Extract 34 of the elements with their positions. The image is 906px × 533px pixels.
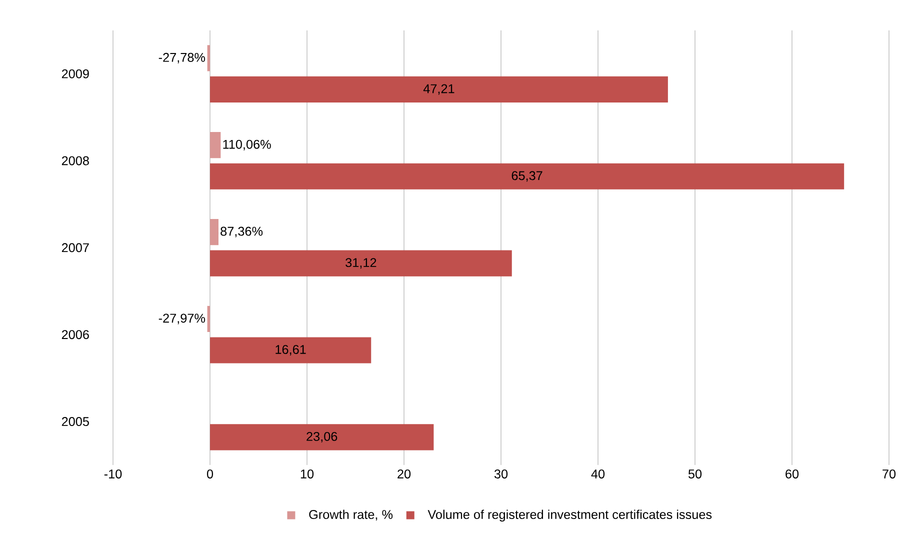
x-tick-label: 70	[882, 469, 896, 478]
x-tick-label: 60	[786, 469, 799, 478]
bar	[210, 424, 434, 450]
bar	[210, 132, 221, 158]
data-label: 31,12	[346, 258, 376, 269]
bar	[207, 45, 210, 72]
legend-label: Growth rate, %	[309, 510, 393, 521]
x-tick-label: 30	[494, 469, 508, 478]
data-label: 16,61	[276, 345, 306, 356]
data-label: 110,06%	[223, 140, 271, 150]
y-tick-label: 2009	[62, 69, 89, 78]
bar	[210, 250, 512, 276]
x-tick-label: 0	[206, 469, 214, 478]
bar	[210, 218, 218, 246]
x-tick-label: 50	[688, 469, 702, 478]
data-label: -27,97%	[158, 314, 206, 324]
x-tick-label: 20	[398, 469, 411, 478]
data-label: 87,36%	[220, 226, 263, 238]
y-tick-label: 2007	[62, 243, 89, 252]
x-tick-label: -10	[104, 469, 122, 478]
x-tick-label: 40	[591, 469, 605, 478]
data-label: 23,06	[306, 432, 338, 442]
y-tick-label: 2008	[62, 156, 89, 166]
bar	[210, 163, 844, 190]
y-tick-label: 2005	[62, 417, 89, 426]
data-label: 47,21	[423, 84, 454, 95]
bar	[210, 337, 372, 364]
x-tick-label: 10	[300, 469, 314, 478]
bar	[207, 306, 210, 332]
bar	[210, 76, 668, 102]
data-label: -27,78%	[158, 52, 206, 64]
legend-label: Volume of registered investment certificates issues	[428, 510, 712, 522]
y-tick-label: 2006	[62, 330, 89, 340]
data-label: 65,37	[512, 171, 542, 182]
